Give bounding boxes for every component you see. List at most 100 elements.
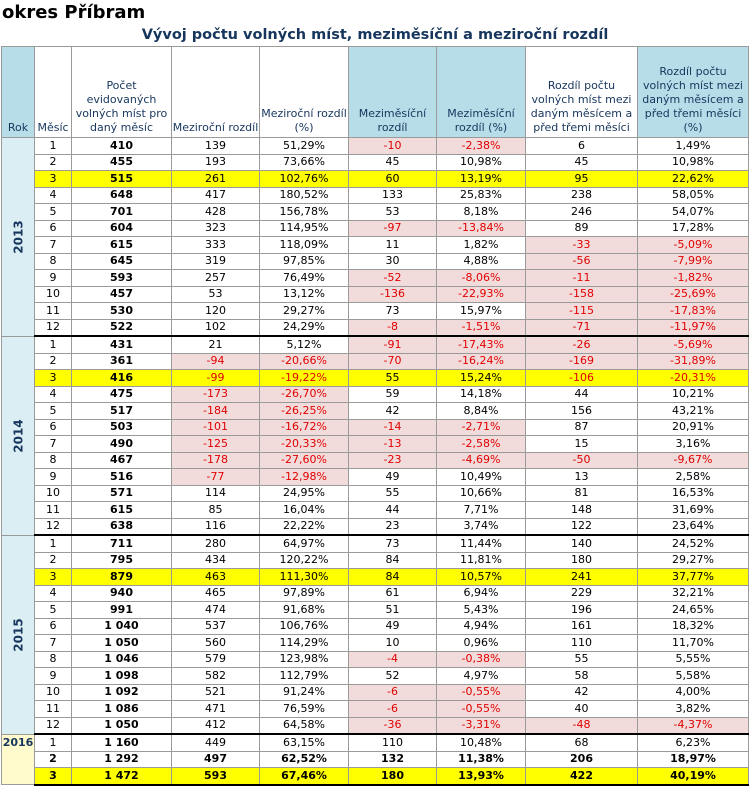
header-mezimesicni-pct: Meziměsíční rozdíl (%) (436, 46, 526, 138)
cell-yoy-pct: -20,66% (259, 352, 349, 370)
cell-mom-pct: -2,38% (436, 137, 526, 155)
cell-3m-pct: 29,27% (637, 551, 749, 569)
cell-yoy: 497 (171, 750, 260, 768)
cell-yoy: 449 (171, 733, 260, 752)
cell-mom-pct: 14,18% (436, 385, 526, 403)
table-row: 7 490 -125 -20,33% -13 -2,58% 15 3,16% (2, 435, 749, 453)
cell-mom: 23 (348, 517, 437, 536)
cell-yoy: -125 (171, 435, 260, 453)
cell-month: 11 (34, 501, 72, 519)
cell-month: 6 (34, 617, 72, 635)
cell-3m-pct: -31,89% (637, 352, 749, 370)
cell-count: 940 (71, 584, 172, 602)
cell-month: 12 (34, 517, 72, 536)
cell-mom-pct: 10,49% (436, 468, 526, 486)
cell-yoy: 521 (171, 683, 260, 701)
cell-3m: 55 (525, 650, 638, 668)
cell-3m: 161 (525, 617, 638, 635)
header-mezirocni: Meziroční rozdíl (171, 46, 260, 138)
cell-mom: 180 (348, 767, 437, 786)
cell-month: 7 (34, 236, 72, 254)
cell-3m-pct: -9,67% (637, 451, 749, 469)
table-subtitle: Vývoj počtu volných míst, meziměsíční a … (141, 27, 609, 43)
header-rozdil-3m-pct: Rozdíl počtu volných míst mezi daným měs… (637, 46, 749, 138)
cell-mom: 45 (348, 153, 437, 171)
cell-yoy: 579 (171, 650, 260, 668)
cell-count: 701 (71, 203, 172, 221)
cell-month: 6 (34, 418, 72, 436)
cell-count: 530 (71, 302, 172, 320)
cell-count: 1 098 (71, 667, 172, 685)
cell-yoy: 257 (171, 269, 260, 287)
cell-mom: 53 (348, 203, 437, 221)
vacancy-table: Rok Měsíc Počet evidovaných volných míst… (1, 46, 749, 786)
cell-count: 1 050 (71, 634, 172, 652)
cell-3m-pct: 22,62% (637, 170, 749, 188)
cell-mom-pct: -0,55% (436, 700, 526, 718)
cell-3m-pct: 23,64% (637, 517, 749, 536)
cell-month: 7 (34, 634, 72, 652)
cell-yoy-pct: 106,76% (259, 617, 349, 635)
cell-3m: 246 (525, 203, 638, 221)
table-row: 2013 1 410 139 51,29% -10 -2,38% 6 1,49% (1, 137, 749, 337)
cell-yoy-pct: 24,29% (259, 318, 349, 337)
cell-month: 7 (34, 435, 72, 453)
cell-yoy-pct: 111,30% (259, 568, 349, 586)
cell-mom-pct: 10,48% (436, 733, 526, 752)
cell-3m-pct: 6,23% (637, 733, 749, 752)
cell-mom-pct: 8,84% (436, 402, 526, 420)
cell-3m: 206 (525, 750, 638, 768)
cell-3m: 6 (525, 137, 638, 155)
header-pocet: Počet evidovaných volných míst pro daný … (71, 46, 172, 138)
year-cell: 2013 (1, 137, 35, 337)
cell-mom-pct: -3,31% (436, 716, 526, 735)
cell-mom-pct: -17,43% (436, 335, 526, 354)
cell-3m: -71 (525, 318, 638, 337)
cell-3m-pct: 58,05% (637, 186, 749, 204)
cell-mom-pct: 13,19% (436, 170, 526, 188)
cell-mom-pct: 10,98% (436, 153, 526, 171)
table-row: 5 991 474 91,68% 51 5,43% 196 24,65% (2, 601, 749, 619)
year-label: 2013 (11, 220, 26, 254)
cell-count: 522 (71, 318, 172, 337)
cell-yoy: 261 (171, 170, 260, 188)
header-row: Rok Měsíc Počet evidovaných volných míst… (1, 46, 749, 138)
cell-mom: 42 (348, 402, 437, 420)
cell-mom-pct: 11,81% (436, 551, 526, 569)
cell-mom: -97 (348, 219, 437, 237)
cell-3m-pct: -1,82% (637, 269, 749, 287)
cell-count: 475 (71, 385, 172, 403)
cell-3m: -50 (525, 451, 638, 469)
cell-yoy: 21 (171, 335, 260, 354)
cell-mom-pct: 13,93% (436, 767, 526, 786)
header-mesic: Měsíc (34, 46, 72, 138)
cell-month: 4 (34, 584, 72, 602)
cell-3m: 110 (525, 634, 638, 652)
cell-yoy-pct: 97,89% (259, 584, 349, 602)
cell-3m: 40 (525, 700, 638, 718)
cell-mom-pct: 0,96% (436, 634, 526, 652)
table-row: 6 503 -101 -16,72% -14 -2,71% 87 20,91% (2, 418, 749, 436)
cell-yoy: -94 (171, 352, 260, 370)
cell-yoy-pct: 114,95% (259, 219, 349, 237)
cell-month: 3 (34, 170, 72, 188)
table-row: 4 940 465 97,89% 61 6,94% 229 32,21% (2, 584, 749, 602)
cell-3m: 44 (525, 385, 638, 403)
cell-mom: 133 (348, 186, 437, 204)
cell-yoy: 428 (171, 203, 260, 221)
cell-yoy: -173 (171, 385, 260, 403)
cell-count: 1 092 (71, 683, 172, 701)
table-row: 9 593 257 76,49% -52 -8,06% -11 -1,82% (2, 269, 749, 287)
cell-yoy: -184 (171, 402, 260, 420)
cell-mom-pct: 10,66% (436, 484, 526, 502)
table-row: 2015 1 711 280 64,97% 73 11,44% 140 24,52% (1, 534, 749, 735)
table-row: 2 455 193 73,66% 45 10,98% 45 10,98% (2, 153, 749, 171)
cell-yoy-pct: 123,98% (259, 650, 349, 668)
cell-yoy: 474 (171, 601, 260, 619)
cell-count: 645 (71, 252, 172, 270)
cell-yoy-pct: 24,95% (259, 484, 349, 502)
